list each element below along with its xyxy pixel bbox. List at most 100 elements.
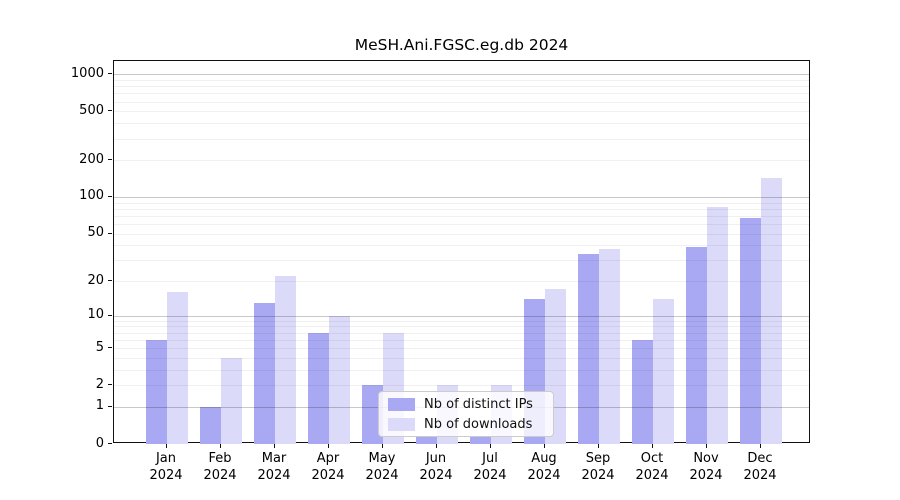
y-tick-mark: [108, 73, 112, 75]
gridline-minor: [114, 101, 809, 103]
y-tick-label: 1: [95, 398, 104, 414]
gridline-minor: [114, 281, 809, 283]
gridline-minor: [114, 138, 809, 140]
gridline-minor: [114, 357, 809, 359]
gridline-minor: [114, 385, 809, 387]
gridline-minor: [114, 202, 809, 204]
y-tick-mark: [108, 195, 112, 197]
month-label: May: [368, 451, 396, 466]
x-tick-label-mar: Mar 2024: [242, 450, 306, 484]
gridline-minor: [114, 223, 809, 225]
x-tick-mark: [652, 444, 653, 448]
y-tick-mark: [108, 280, 112, 282]
x-tick-mark: [436, 444, 437, 448]
x-tick-label-apr: Apr 2024: [296, 450, 360, 484]
y-tick-label: 1000: [70, 65, 104, 81]
x-tick-mark: [166, 444, 167, 448]
y-tick-mark: [108, 314, 112, 316]
y-tick-label: 0: [95, 435, 104, 451]
gridline-minor: [114, 326, 809, 328]
x-tick-mark: [328, 444, 329, 448]
x-tick-mark: [274, 444, 275, 448]
bar-downloads-jan: [167, 292, 188, 444]
gridline-minor: [114, 208, 809, 210]
bar-distinct-ips-jul: [470, 436, 491, 444]
month-label: Dec: [747, 451, 773, 466]
gridline-minor: [114, 215, 809, 217]
y-tick-mark: [108, 232, 112, 234]
gridline-minor: [114, 79, 809, 81]
month-label: Nov: [693, 451, 719, 466]
month-label: Oct: [640, 451, 664, 466]
year-label: 2024: [203, 468, 237, 483]
bar-downloads-oct: [653, 299, 674, 444]
gridline-minor: [114, 369, 809, 371]
year-label: 2024: [527, 468, 561, 483]
month-label: Jan: [155, 451, 177, 466]
chart-title: MeSH.Ani.FGSC.eg.db 2024: [354, 36, 569, 54]
gridline-minor: [114, 93, 809, 95]
bar-distinct-ips-jun: [416, 436, 437, 444]
gridline-major: [114, 74, 809, 76]
gridline-minor: [114, 245, 809, 247]
bar-distinct-ips-mar: [254, 302, 275, 444]
month-label: Jul: [482, 451, 498, 466]
legend-swatch: [388, 397, 415, 411]
year-label: 2024: [365, 468, 399, 483]
year-label: 2024: [257, 468, 291, 483]
year-label: 2024: [473, 468, 507, 483]
legend-item-downloads: Nb of downloads: [388, 417, 544, 432]
gridline-minor: [114, 86, 809, 88]
x-tick-label-dec: Dec 2024: [728, 450, 792, 484]
bar-distinct-ips-sep: [578, 253, 599, 444]
bar-downloads-sep: [599, 249, 620, 444]
gridline-minor: [114, 233, 809, 235]
gridline-minor: [114, 332, 809, 334]
year-label: 2024: [581, 468, 615, 483]
year-label: 2024: [419, 468, 453, 483]
month-label: Mar: [261, 451, 287, 466]
bar-downloads-nov: [707, 207, 728, 444]
y-tick-mark: [108, 405, 112, 407]
legend-swatch: [388, 417, 415, 431]
y-tick-mark: [108, 159, 112, 161]
month-label: Sep: [585, 451, 611, 466]
y-tick-label: 20: [87, 272, 104, 288]
gridline-major: [114, 315, 809, 317]
gridline-minor: [114, 160, 809, 162]
legend-item-distinct-ips: Nb of distinct IPs: [388, 397, 544, 412]
plot-area: [113, 60, 810, 444]
legend-label: Nb of downloads: [424, 416, 533, 432]
legend-label: Nb of distinct IPs: [424, 396, 533, 412]
bar-distinct-ips-jan: [146, 339, 167, 444]
x-tick-label-sep: Sep 2024: [566, 450, 630, 484]
x-tick-mark: [598, 444, 599, 448]
x-tick-label-nov: Nov 2024: [674, 450, 738, 484]
gridline-minor: [114, 348, 809, 350]
x-tick-label-jul: Jul 2024: [458, 450, 522, 484]
year-label: 2024: [689, 468, 723, 483]
year-label: 2024: [311, 468, 345, 483]
x-tick-label-feb: Feb 2024: [188, 450, 252, 484]
x-tick-label-aug: Aug 2024: [512, 450, 576, 484]
gridline-minor: [114, 260, 809, 262]
x-tick-mark: [544, 444, 545, 448]
bar-distinct-ips-feb: [200, 406, 221, 444]
y-tick-mark: [108, 110, 112, 112]
gridline-major: [114, 196, 809, 198]
gridline-minor: [114, 339, 809, 341]
bar-distinct-ips-nov: [686, 246, 707, 444]
legend: Nb of distinct IPs Nb of downloads: [378, 391, 554, 437]
month-label: Aug: [531, 451, 557, 466]
y-tick-label: 50: [87, 225, 104, 241]
bar-distinct-ips-may: [362, 385, 383, 444]
bar-distinct-ips-apr: [308, 332, 329, 444]
y-tick-label: 10: [87, 307, 104, 323]
month-label: Jun: [425, 451, 447, 466]
y-tick-label: 2: [95, 376, 104, 392]
bar-downloads-mar: [275, 276, 296, 444]
y-tick-label: 500: [79, 102, 104, 118]
month-label: Apr: [316, 451, 340, 466]
x-tick-label-jan: Jan 2024: [134, 450, 198, 484]
x-tick-mark: [760, 444, 761, 448]
